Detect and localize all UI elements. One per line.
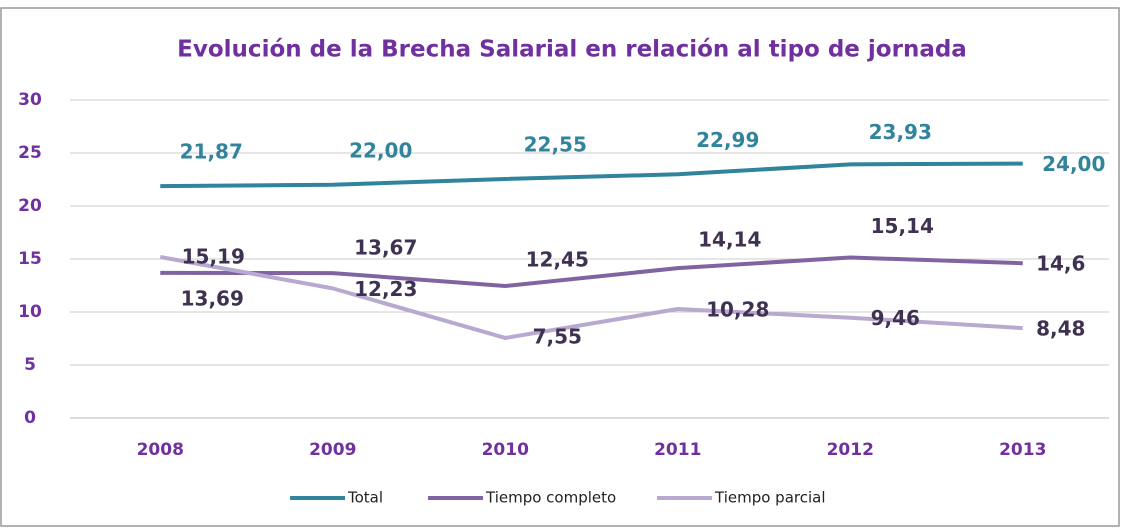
data-label: 14,14 (698, 228, 761, 252)
data-label: 10,28 (706, 298, 769, 322)
x-tick-label: 2010 (482, 440, 529, 460)
y-tick-label: 15 (18, 249, 42, 269)
series-line (159, 255, 1023, 340)
data-label: 7,55 (533, 324, 582, 348)
chart-title: Evolución de la Brecha Salarial en relac… (177, 37, 967, 63)
data-label: 22,99 (696, 128, 759, 152)
x-tick-label: 2009 (309, 440, 356, 460)
data-label: 21,87 (180, 140, 243, 164)
data-label: 9,46 (871, 306, 920, 330)
y-tick-label: 10 (18, 302, 42, 322)
data-label: 12,23 (354, 277, 417, 301)
data-label: 15,19 (182, 244, 245, 268)
data-label: 15,14 (871, 214, 934, 238)
series-line (160, 161, 1023, 189)
data-label: 22,55 (524, 132, 587, 156)
y-tick-label: 20 (18, 196, 42, 216)
data-label: 14,6 (1036, 252, 1085, 276)
chart-frame (0, 7, 1120, 527)
x-tick-label: 2008 (137, 440, 184, 460)
y-tick-label: 30 (18, 90, 42, 110)
y-tick-label: 0 (24, 408, 36, 428)
data-label: 24,00 (1042, 152, 1105, 176)
legend-label: Tiempo parcial (714, 489, 826, 507)
data-label: 22,00 (349, 138, 412, 162)
data-label: 13,69 (181, 286, 244, 310)
legend-label: Tiempo completo (485, 489, 616, 507)
legend-label: Total (347, 489, 383, 507)
data-label: 13,67 (354, 236, 417, 260)
x-tick-label: 2012 (827, 440, 874, 460)
x-tick-label: 2011 (654, 440, 701, 460)
x-tick-label: 2013 (999, 440, 1046, 460)
y-tick-label: 25 (18, 143, 42, 163)
data-label: 12,45 (526, 248, 589, 272)
series-line (160, 255, 1023, 289)
y-tick-label: 5 (24, 355, 36, 375)
data-label: 8,48 (1036, 317, 1085, 341)
data-label: 23,93 (869, 120, 932, 144)
